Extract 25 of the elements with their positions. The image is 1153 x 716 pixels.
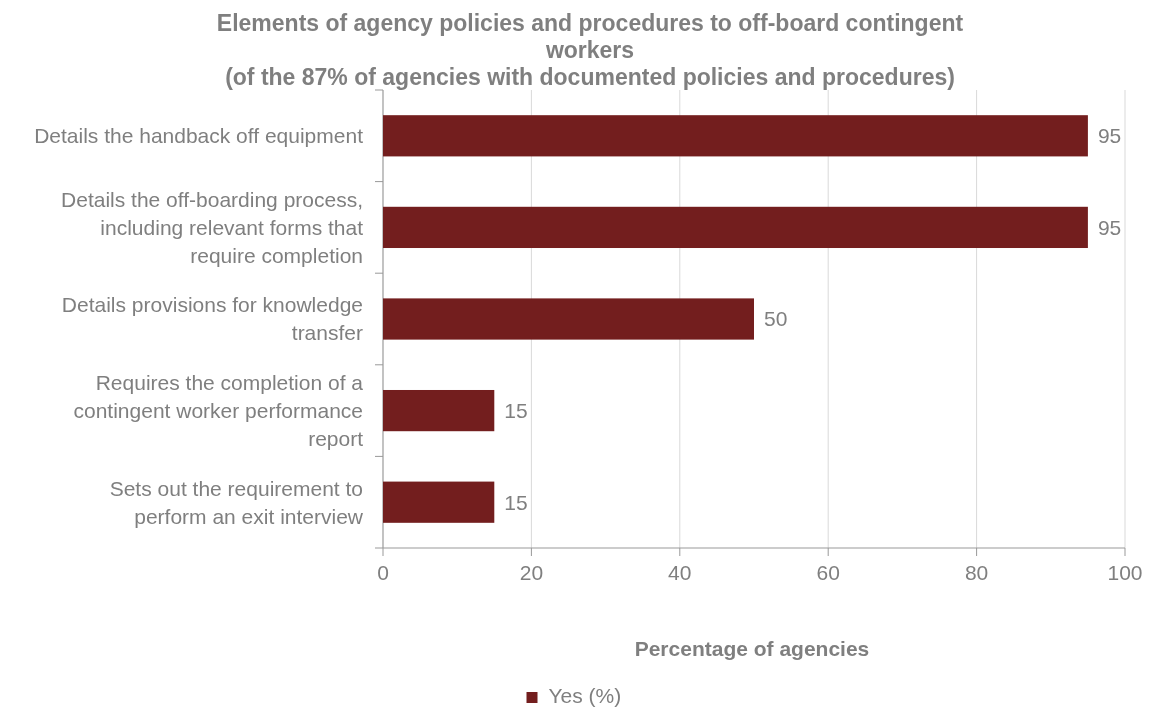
x-tick-label: 60 [816,561,840,584]
y-tick-label: Details the handback off equipment [34,124,364,148]
data-label: 15 [504,490,528,514]
x-tick-label: 0 [377,561,389,584]
y-tick-label: Details the off-boarding process, including relevant forms that require completion [61,187,364,267]
bar [383,206,1088,249]
x-axis-title: Percentage of agencies [634,637,870,660]
y-tick-label: Details provisions for knowledge transfer [61,293,363,345]
x-tick-label: 80 [964,561,989,584]
data-label: 95 [1097,215,1122,239]
data-label: 50 [764,307,788,331]
chart-subtitle: (of the 87% of agencies with documented policies and procedures) [225,64,955,90]
bar [383,389,495,432]
y-tick-label: Sets out the requirement to perform an exit interview [109,476,364,528]
chart-title: Elements of agency policies and procedures to off-board contingent workers [216,10,964,63]
y-tick-label: Requires the completion of a contingent worker performance report [73,370,364,450]
legend-label: Yes (%) [548,684,622,707]
x-tick-label: 40 [668,561,692,584]
data-label: 95 [1097,124,1122,148]
data-label: 15 [504,398,528,422]
bar [383,481,495,523]
x-tick-label: 20 [519,561,544,584]
bar [383,298,754,340]
x-tick-label: 100 [1107,561,1143,584]
bar [383,115,1088,157]
